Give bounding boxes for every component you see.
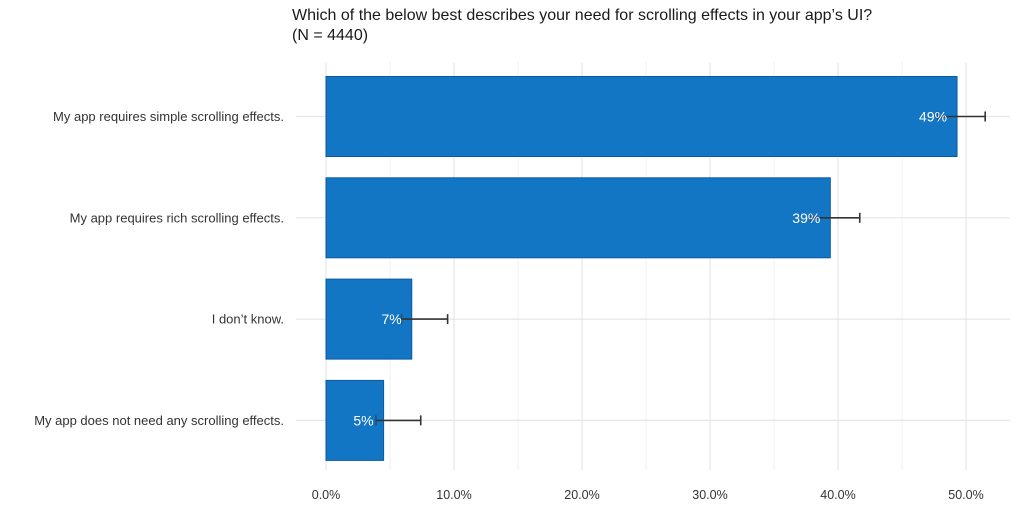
x-tick-label: 0.0%: [312, 488, 341, 502]
x-tick-label: 50.0%: [948, 488, 983, 502]
chart-subtitle: (N = 4440): [292, 27, 369, 44]
category-label: My app requires simple scrolling effects…: [53, 109, 284, 124]
bar: [325, 278, 413, 360]
chart-title-block: Which of the below best describes your n…: [292, 6, 1012, 46]
data-label: 5%: [353, 412, 373, 428]
data-label: 49%: [919, 109, 947, 125]
bar: [325, 379, 385, 461]
x-tick-label: 30.0%: [692, 488, 727, 502]
x-tick-label: 20.0%: [564, 488, 599, 502]
category-label: My app requires rich scrolling effects.: [70, 210, 284, 225]
data-label: 7%: [382, 311, 402, 327]
category-label: I don’t know.: [212, 312, 284, 327]
x-tick-label: 40.0%: [820, 488, 855, 502]
data-label: 39%: [792, 210, 820, 226]
chart-title: Which of the below best describes your n…: [292, 7, 873, 24]
bar: [325, 177, 831, 259]
category-label: My app does not need any scrolling effec…: [34, 413, 284, 428]
bar: [325, 76, 958, 157]
x-tick-label: 10.0%: [436, 488, 471, 502]
